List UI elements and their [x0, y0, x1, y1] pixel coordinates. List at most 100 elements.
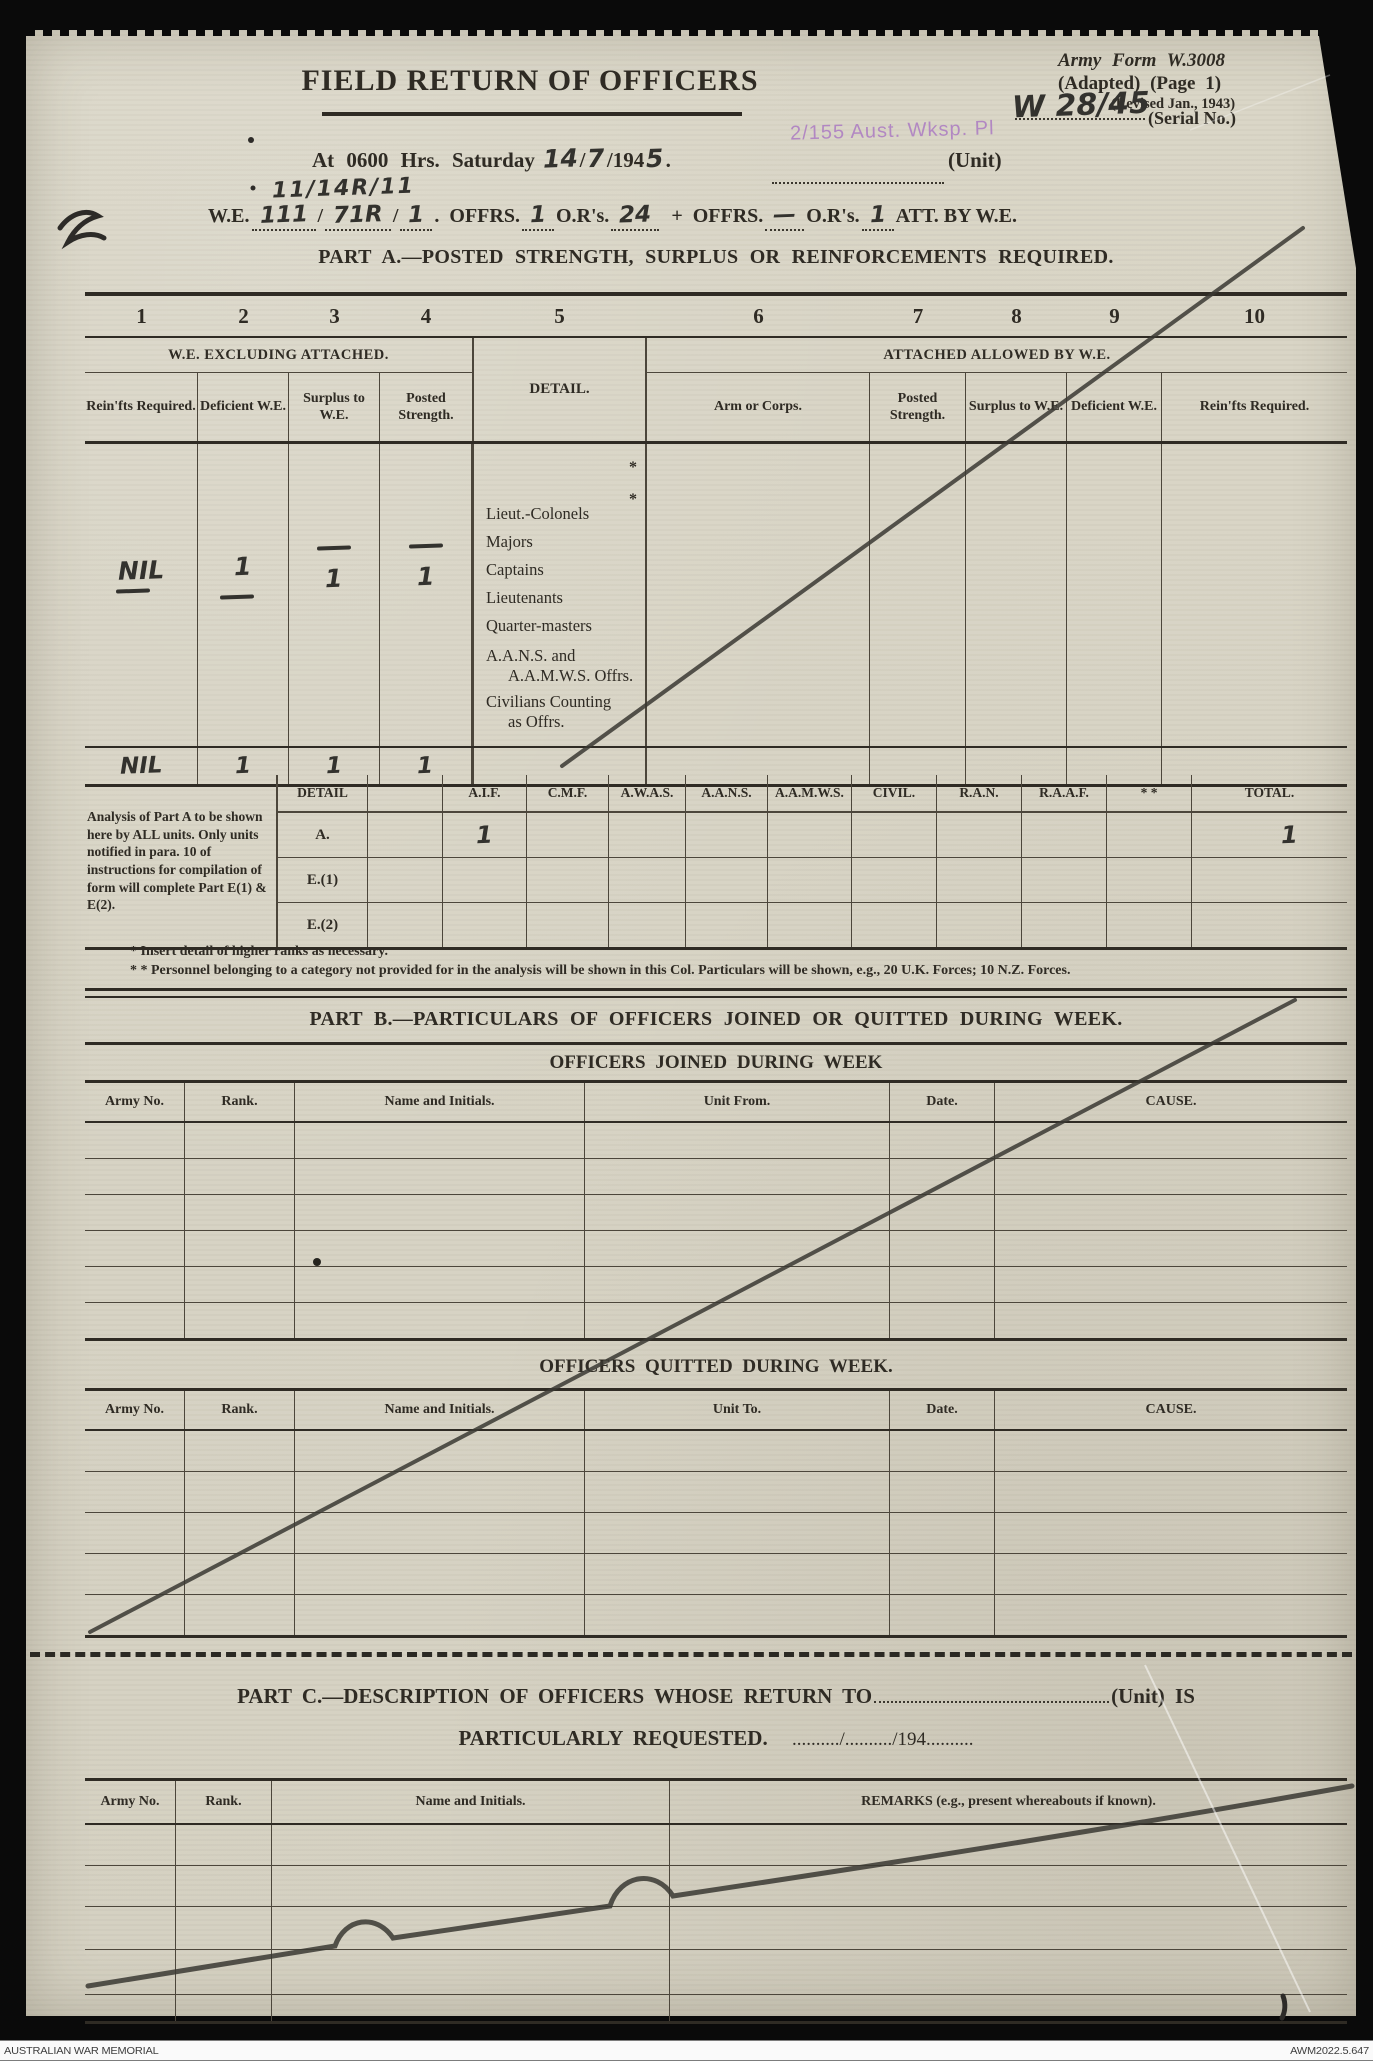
- empty-cell: [585, 1472, 890, 1512]
- offrs-label: OFFRS.: [449, 205, 520, 227]
- officers-quitted-table: Army No. Rank. Name and Initials. Unit T…: [85, 1388, 1347, 1638]
- analysis-row-a: A. 1 1: [278, 813, 1347, 858]
- col-header-surplus: Surplus to W.E.: [289, 373, 380, 441]
- empty-cell: [85, 1950, 176, 1994]
- empty-cell: [670, 1825, 1347, 1865]
- quitted-empty-row: [85, 1513, 1347, 1554]
- date-line: At 0600 Hrs. Saturday 14 / 7 /194 5 .: [312, 143, 671, 174]
- empty-cell: [85, 1907, 176, 1949]
- joined-empty-row: [85, 1231, 1347, 1267]
- we-line: W.E. 111 / 71R / 1 . OFFRS. 1 O.R's. 24 …: [208, 201, 1017, 231]
- col-number: 7: [912, 303, 924, 328]
- joined-empty-row: [85, 1303, 1347, 1341]
- analysis-cell: [527, 858, 609, 902]
- section-divider: [85, 988, 1347, 998]
- analysis-cell: [443, 903, 527, 947]
- empty-cell: [670, 1907, 1347, 1949]
- we-value1: 111: [259, 201, 308, 229]
- we-value2-blank: 71R: [325, 201, 391, 231]
- we-period: .: [434, 205, 440, 227]
- detail-rank-aans: A.A.N.S. and A.A.M.W.S. Offrs.: [486, 646, 633, 686]
- posted-att-cell: [870, 444, 966, 746]
- empty-cell: [185, 1231, 295, 1266]
- form-ref-line2: (Adapted) (Page 1): [1058, 72, 1222, 94]
- reinfts-att-cell: [1162, 444, 1347, 746]
- deficient-handwritten: 1: [233, 551, 253, 582]
- detail-rank-line: A.A.N.S. and: [486, 646, 576, 665]
- empty-cell: [85, 1159, 185, 1194]
- detail-rank: Lieutenants: [486, 588, 563, 607]
- analysis-header-aamws: A.A.M.W.S.: [768, 775, 852, 811]
- asterisk-mark: *: [629, 459, 637, 476]
- empty-cell: [890, 1472, 995, 1512]
- ors-value-blank: 24: [611, 201, 660, 231]
- col-number: 5: [554, 303, 565, 328]
- part-c-title: PART C.—DESCRIPTION OF OFFICERS WHOSE RE…: [85, 1684, 1347, 1709]
- analysis-cell: [686, 903, 768, 947]
- analysis-header-ran: R.A.N.: [937, 775, 1022, 811]
- offrs2-value: —: [772, 201, 797, 229]
- analysis-header-aans: A.A.N.S.: [686, 775, 768, 811]
- part-c-title-suffix: (Unit) IS: [1111, 1684, 1195, 1708]
- offrs2-label: OFFRS.: [692, 205, 764, 227]
- empty-cell: [295, 1123, 585, 1158]
- offrs-value: 1: [529, 201, 547, 229]
- date-year-handwritten: 5: [645, 143, 665, 174]
- detail-rank-line: as Offrs.: [508, 712, 565, 731]
- surplus-att-cell: [966, 444, 1067, 746]
- empty-cell: [890, 1123, 995, 1158]
- empty-cell: [995, 1472, 1347, 1512]
- empty-cell: [176, 1950, 272, 1994]
- unit-label: (Unit): [948, 148, 1002, 172]
- unit-dotted-line: [772, 168, 944, 184]
- ors-label: O.R's.: [555, 205, 610, 227]
- deficient-entry-cell: 1: [198, 444, 289, 746]
- empty-cell: [995, 1431, 1347, 1471]
- analysis-cell: [686, 858, 768, 902]
- part-c-empty-row: [85, 1995, 1347, 2024]
- joined-header-cause: CAUSE.: [1145, 1094, 1197, 1110]
- empty-cell: [295, 1431, 585, 1471]
- part-a-body-row: NIL 1 1 1 * * Lieut.-Colonels Majors Cap…: [85, 444, 1347, 748]
- analysis-total-value: 1: [1280, 820, 1299, 850]
- analysis-cell: [852, 903, 937, 947]
- att-by-we-label: ATT. BY W.E.: [895, 205, 1017, 227]
- empty-cell: [890, 1231, 995, 1266]
- empty-cell: [995, 1595, 1347, 1635]
- analysis-header-cmf: C.M.F.: [527, 775, 609, 811]
- col-header-arm-or-corps: Arm or Corps.: [647, 373, 870, 441]
- quitted-header-army-no: Army No.: [85, 1391, 185, 1429]
- analysis-cell: [1192, 858, 1347, 902]
- detail-rank: Majors: [486, 532, 533, 551]
- part-c-title-prefix: PART C.—DESCRIPTION OF OFFICERS WHOSE RE…: [237, 1684, 873, 1708]
- empty-cell: [85, 1595, 185, 1635]
- analysis-total-cell: 1: [1192, 813, 1347, 857]
- total-deficient-cell: 1: [198, 748, 289, 784]
- ors-value: 24: [618, 201, 652, 229]
- part-c-date-blank: ........../........../194..........: [791, 1729, 974, 1750]
- analysis-cell: [609, 903, 686, 947]
- col-number: 3: [329, 303, 340, 328]
- col-header-posted: Posted Strength.: [398, 390, 454, 424]
- analysis-header-raaf: R.A.A.F.: [1022, 775, 1107, 811]
- empty-cell: [585, 1554, 890, 1594]
- empty-cell: [85, 1825, 176, 1865]
- empty-cell: [295, 1303, 585, 1338]
- quitted-header-date: Date.: [890, 1391, 995, 1429]
- analysis-cell: [1107, 813, 1192, 857]
- joined-header-date: Date.: [890, 1083, 995, 1121]
- part-a-title: PART A.—POSTED STRENGTH, SURPLUS OR REIN…: [318, 246, 1114, 268]
- empty-cell: [890, 1431, 995, 1471]
- reinfts-handwritten: NIL: [117, 555, 165, 586]
- empty-cell: [995, 1231, 1347, 1266]
- empty-cell: [295, 1195, 585, 1230]
- analysis-cell: [1022, 903, 1107, 947]
- empty-cell: [890, 1195, 995, 1230]
- we-value2: 71R: [332, 201, 384, 229]
- empty-cell: [185, 1431, 295, 1471]
- quitted-empty-row: [85, 1472, 1347, 1513]
- analysis-header-aif: A.I.F.: [443, 775, 527, 811]
- empty-cell: [585, 1159, 890, 1194]
- empty-cell: [890, 1513, 995, 1553]
